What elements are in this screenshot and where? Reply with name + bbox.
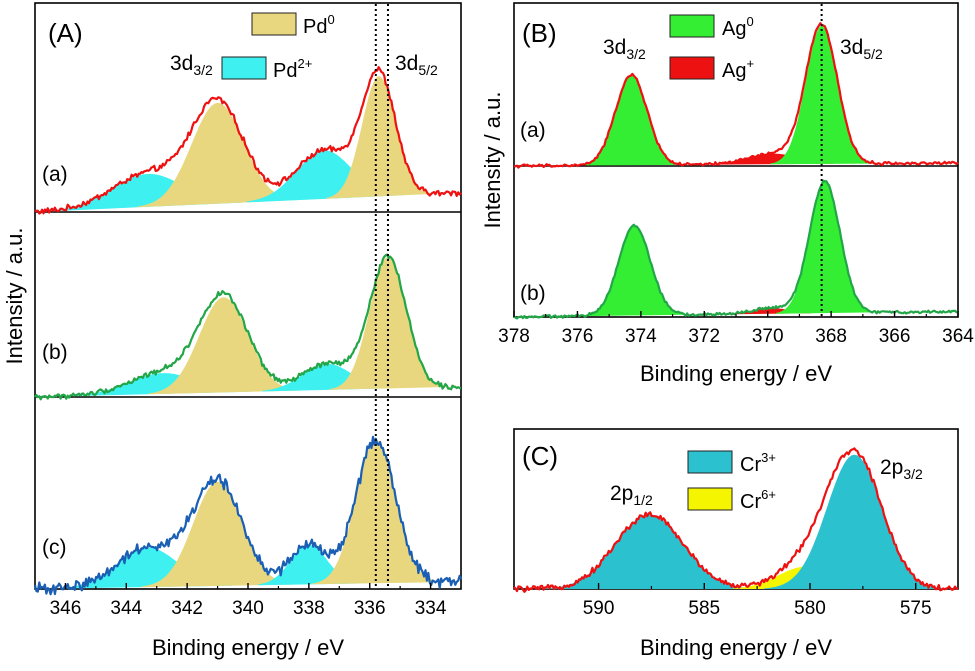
panel-a: 346 344 342 340 338 336 334 (A) 3d3/2 3d5/2 Pd…: [2, 2, 463, 660]
panel-0-x-tick-label-6: 334: [415, 598, 447, 619]
panel-1-x-tick-label-3: 372: [688, 326, 720, 347]
panel-a-peak-label-left: 3d3/2: [170, 52, 213, 78]
panel-c-plot-area: [513, 447, 959, 593]
legend-label-ag0: Ag0: [722, 14, 754, 40]
panel-b-legend: Ag0 Ag+: [669, 14, 754, 82]
panel-0-x-tick-label-4: 338: [293, 598, 325, 619]
panel-1-series-1-envelope: [513, 179, 959, 320]
panel-2-series-0-component-0-Cr3+: [545, 514, 754, 589]
panel-0-series-0-component-3-Pd0: [326, 76, 432, 199]
panel-b-trace-label-b: (b): [520, 282, 546, 305]
panel-b-x-axis-title: Binding energy / eV: [640, 361, 832, 386]
panel-0-series-2-envelope: [33, 435, 463, 596]
panel-2-x-tick-label-1: 585: [688, 598, 720, 619]
legend-swatch-pd0: [251, 12, 297, 36]
panel-c-x-ticks: 590 585 580 575: [583, 583, 932, 619]
panel-0-series-0-envelope: [34, 65, 462, 215]
panel-1-series-1-component-0-Ag0: [585, 225, 685, 317]
panel-1-x-tick-label-7: 364: [942, 326, 974, 347]
panel-0-series-1-component-1-Pd0: [148, 297, 300, 395]
panel-0-series-0-component-1-Pd0: [137, 102, 298, 208]
legend-swatch-cr3plus: [687, 450, 733, 474]
panel-0-series-1-component-3-Pd0: [328, 257, 447, 390]
panel-1-x-tick-label-2: 374: [625, 326, 657, 347]
panel-1-x-tick-label-1: 376: [562, 326, 594, 347]
panel-b-trace-label-a: (a): [520, 119, 546, 142]
panel-1-x-tick-label-5: 368: [815, 326, 847, 347]
legend-swatch-cr6plus: [687, 487, 733, 511]
panel-a-x-axis-title: Binding energy / eV: [152, 635, 344, 660]
panel-2-x-tick-label-0: 590: [583, 598, 615, 619]
panel-2-x-tick-label-3: 575: [900, 598, 932, 619]
panel-a-label: (A): [48, 18, 83, 48]
panel-b: 378 376 374 372 370 368 366 364 (B) 3d3/2 3d5/2…: [480, 2, 974, 386]
panel-a-x-ticks: 346 344 342 340 338 336 334: [50, 583, 447, 619]
legend-swatch-pd2plus: [221, 56, 267, 80]
panel-a-trace-label-a: (a): [42, 163, 68, 186]
panel-b-y-axis-title: Intensity / a.u.: [480, 92, 505, 229]
panel-a-peak-label-right: 3d5/2: [395, 52, 438, 78]
panel-1-x-tick-label-4: 370: [752, 326, 784, 347]
panel-0-x-tick-label-0: 346: [50, 598, 82, 619]
panel-c-legend: Cr3+ Cr6+: [687, 450, 776, 513]
panel-0-series-2-component-1-Pd0: [141, 481, 294, 588]
panel-c: 590 585 580 575 (C) 2p1/2 2p3/2 Cr3+ Cr6+ B…: [513, 428, 959, 660]
panel-1-series-0-envelope: [513, 22, 959, 169]
panel-b-label: (B): [522, 18, 557, 48]
panel-0-series-2-component-3-Pd0: [311, 439, 440, 585]
panel-b-peak-label-left: 3d3/2: [603, 36, 646, 62]
panel-c-peak-label-right: 2p3/2: [880, 456, 923, 482]
legend-label-pd0: Pd0: [303, 12, 335, 38]
panel-a-legend: Pd0 Pd2+: [221, 12, 335, 82]
panel-a-y-axis-title: Intensity / a.u.: [2, 228, 27, 365]
legend-label-agplus: Ag+: [722, 56, 754, 82]
panel-1-x-tick-label-0: 378: [498, 326, 530, 347]
legend-label-cr3plus: Cr3+: [740, 450, 776, 476]
legend-label-cr6plus: Cr6+: [740, 487, 776, 513]
panel-0-x-tick-label-1: 344: [110, 598, 142, 619]
panel-c-label: (C): [522, 441, 558, 471]
panel-b-plot-area: [513, 4, 959, 320]
panel-1-series-1-component-2-Ag0: [776, 180, 874, 314]
panel-0-series-1-envelope: [34, 253, 462, 401]
panel-2-x-tick-label-2: 580: [794, 598, 826, 619]
panel-b-peak-label-right: 3d5/2: [840, 36, 883, 62]
panel-0-x-tick-label-2: 342: [171, 598, 203, 619]
panel-a-plot-area: [33, 4, 463, 596]
panel-2-series-0-envelope: [513, 447, 959, 593]
panel-1-series-0-component-0-Ag0: [582, 75, 682, 166]
panel-a-trace-label-c: (c): [42, 536, 67, 559]
panel-b-x-ticks: 378 376 374 372 370 368 366 364: [498, 311, 974, 347]
panel-a-trace-label-b: (b): [42, 341, 68, 364]
legend-swatch-ag0: [669, 14, 715, 38]
legend-label-pd2plus: Pd2+: [273, 56, 312, 82]
legend-swatch-agplus: [669, 56, 715, 80]
panel-c-peak-label-left: 2p1/2: [610, 482, 653, 508]
panel-1-x-tick-label-6: 366: [879, 326, 911, 347]
panel-0-x-tick-label-3: 340: [232, 598, 264, 619]
panel-0-x-tick-label-5: 336: [354, 598, 386, 619]
panel-c-x-axis-title: Binding energy / eV: [640, 635, 832, 660]
